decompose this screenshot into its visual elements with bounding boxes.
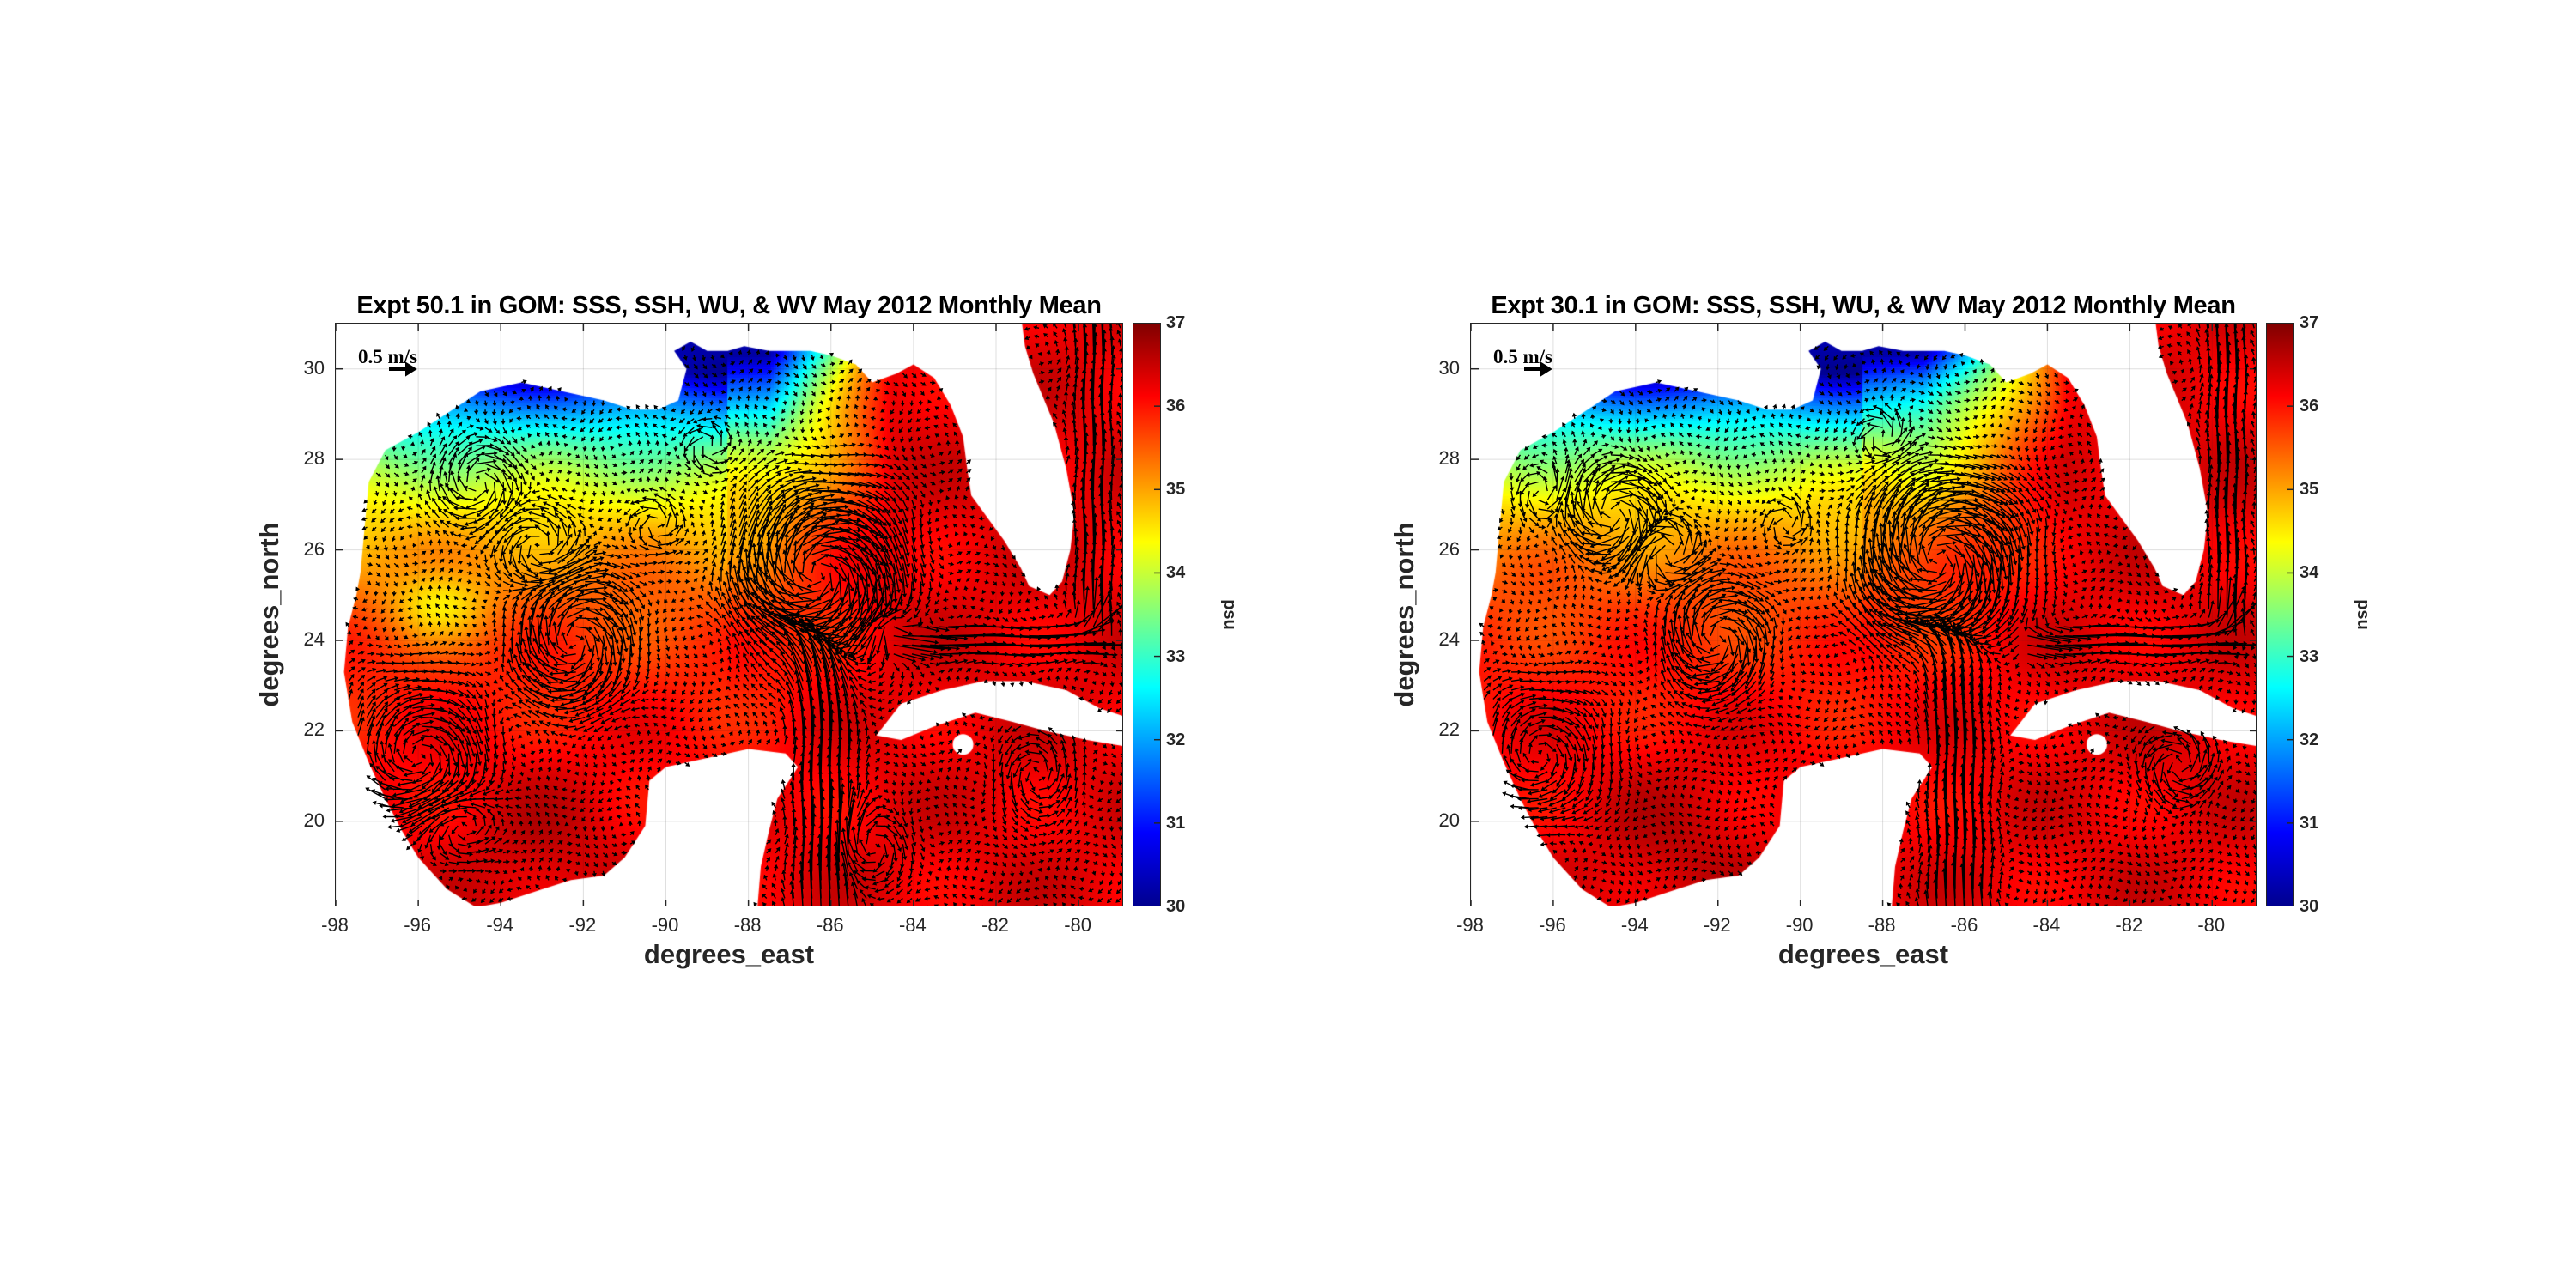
reference-vector-arrow: [389, 361, 418, 377]
tick-marks: [336, 324, 1122, 906]
colorbar-tick-label: 36: [2300, 397, 2319, 416]
y-tick-label: 24: [303, 627, 325, 650]
map-axes: 0.5 m/s: [335, 323, 1123, 906]
colorbar-ticks: [2287, 323, 2294, 906]
x-tick-label: -96: [404, 914, 432, 936]
x-tick-label: -94: [486, 914, 514, 936]
colorbar-label: psu: [1220, 599, 1239, 630]
y-tick-label: 28: [1438, 447, 1460, 470]
x-tick-label: -80: [2197, 914, 2226, 936]
y-tick-label: 20: [303, 809, 325, 831]
y-tick-label: 26: [1438, 537, 1460, 560]
x-tick-label: -82: [2115, 914, 2143, 936]
colorbar-ticks: [1154, 323, 1161, 906]
colorbar-tick-label: 32: [2300, 730, 2319, 749]
y-axis-label: degrees_north: [254, 522, 284, 707]
x-tick-label: -90: [651, 914, 679, 936]
y-tick-label: 24: [1438, 627, 1460, 650]
chart-title: Expt 30.1 in GOM: SSS, SSH, WU, & WV May…: [1491, 292, 2236, 319]
chart-title: Expt 50.1 in GOM: SSS, SSH, WU, & WV May…: [356, 292, 1102, 319]
x-tick-label: -98: [1456, 914, 1484, 936]
y-tick-label: 28: [303, 447, 325, 470]
map-axes: 0.5 m/s: [1470, 323, 2257, 906]
x-tick-label: -96: [1539, 914, 1566, 936]
x-tick-label: -92: [568, 914, 597, 936]
colorbar-tick-label: 35: [2300, 480, 2319, 500]
x-tick-label: -94: [1620, 914, 1649, 936]
y-tick-label: 30: [1438, 356, 1460, 379]
colorbar-tick-label: 31: [1166, 813, 1186, 833]
colorbar-tick-label: 36: [1166, 397, 1186, 416]
x-tick-label: -88: [733, 914, 762, 936]
x-tick-label: -86: [1950, 914, 1978, 936]
x-axis-label: degrees_east: [643, 939, 815, 969]
reference-arrow-shape: [389, 361, 418, 377]
colorbar-tick-label: 33: [1166, 646, 1186, 666]
reference-arrow-shape: [1524, 361, 1553, 377]
y-tick-label: 26: [303, 537, 325, 560]
y-tick-label: 20: [1438, 809, 1460, 831]
x-tick-label: -88: [1868, 914, 1896, 936]
y-tick-label: 22: [303, 718, 325, 741]
colorbar-tick-label: 37: [2300, 313, 2319, 332]
y-tick-label: 22: [1438, 718, 1460, 741]
velocity-vector-heads: [1479, 324, 2256, 906]
y-axis-label: degrees_north: [1389, 522, 1419, 707]
x-tick-label: -90: [1785, 914, 1814, 936]
reference-vector-arrow: [1524, 361, 1553, 377]
colorbar-tick-label: 34: [2300, 563, 2319, 583]
colorbar: [2266, 323, 2294, 906]
colorbar-tick-label: 33: [2300, 646, 2319, 666]
x-tick-label: -84: [2032, 914, 2061, 936]
x-tick-label: -98: [321, 914, 349, 936]
colorbar-tick-label: 34: [1166, 563, 1186, 583]
x-tick-label: -82: [981, 914, 1009, 936]
x-tick-label: -80: [1064, 914, 1092, 936]
colorbar-tick-label: 32: [1166, 730, 1186, 749]
velocity-vector-shafts: [1481, 324, 2256, 906]
colorbar-tick-label: 31: [2300, 813, 2319, 833]
velocity-vector-shafts: [347, 324, 1122, 906]
x-tick-label: -86: [816, 914, 844, 936]
y-tick-label: 30: [303, 356, 325, 379]
colorbar: [1133, 323, 1161, 906]
x-tick-label: -92: [1703, 914, 1731, 936]
colorbar-label: psu: [2354, 599, 2372, 630]
x-tick-label: -84: [898, 914, 927, 936]
map-overlay: [1471, 324, 2256, 906]
velocity-vector-heads: [345, 324, 1122, 906]
colorbar-tick-label: 30: [2300, 897, 2319, 916]
colorbar-tick-label: 37: [1166, 313, 1186, 332]
colorbar-tick-label: 30: [1166, 897, 1186, 916]
colorbar-tick-label: 35: [1166, 480, 1186, 500]
map-overlay: [336, 324, 1122, 906]
x-axis-label: degrees_east: [1777, 939, 1949, 969]
